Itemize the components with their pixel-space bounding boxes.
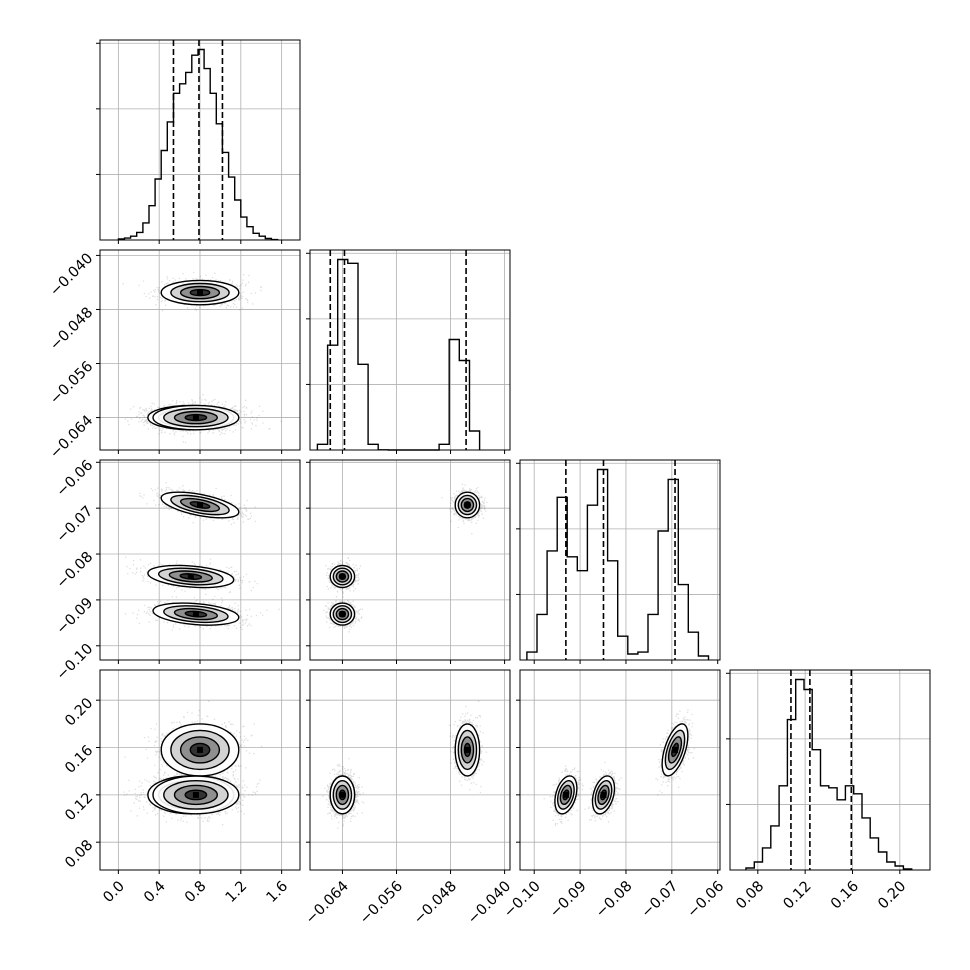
x-tick-label: 0.4 [141,878,169,906]
x-tick-label: 0.08 [733,878,767,912]
hist-panel-frame [99,39,301,241]
density-peak [562,791,569,798]
density-peak [192,791,199,798]
scatter-panel-3-1 [306,669,511,874]
scatter-panel-2-0 [96,459,301,664]
x-tick-label: −0.08 [593,878,636,921]
hist-step-line [316,258,481,451]
scatter-panel-frame [99,249,301,451]
scatter-panel-frame [309,459,511,661]
scatter-panel-3-0 [96,669,301,874]
hist-panel-frame [309,249,511,451]
panel-content [310,670,510,870]
x-tick-label: −0.048 [411,878,460,927]
x-tick-label: 0.8 [182,878,210,906]
density-peak [672,746,678,753]
density-peak [187,573,194,580]
scatter-panel-2-1 [306,459,511,664]
y-tick-label: −0.10 [54,641,97,684]
hist-panel-frame [729,669,931,871]
panel-content [520,670,720,870]
y-tick-label: −0.06 [54,457,97,500]
y-tick-label: −0.07 [54,503,97,546]
y-tick-label: −0.08 [54,549,97,592]
x-tick-label: −0.056 [357,878,406,927]
hist-step-line [117,48,279,241]
tick-labels: 0.0 0.4 0.8 1.2 1.6 −0.064 −0.056 −0.048 −0.040−… [47,250,909,927]
y-tick-label: −0.048 [47,305,96,354]
hist-panel-frame [519,459,721,661]
scatter-panel-1-0 [96,249,301,454]
y-tick-label: 0.08 [62,837,96,871]
density-peak [339,573,346,580]
panel-content [100,670,300,870]
x-tick-label: 1.6 [264,878,292,906]
y-tick-label: 0.12 [62,790,96,824]
y-tick-label: −0.040 [47,250,96,299]
x-tick-label: −0.07 [639,878,682,921]
y-tick-label: −0.056 [47,359,96,408]
hist-panel-3 [726,669,931,874]
hist-panel-2 [516,459,721,664]
corner-plot-root: 0.0 0.4 0.8 1.2 1.6 −0.064 −0.056 −0.048 −0.040−… [47,39,931,928]
density-peak [464,502,471,508]
x-tick-label: 0.0 [100,878,128,906]
scatter-panel-3-2 [516,669,721,874]
panel-content [100,250,300,450]
density-peak [197,746,203,753]
scatter-panel-frame [309,669,511,871]
hist-panel-1 [306,249,511,454]
density-peak [339,791,346,798]
x-tick-label: 0.20 [875,878,909,912]
scatter-panel-frame [519,669,721,871]
density-peak [192,611,199,618]
hist-panel-0 [96,39,301,244]
density-peak [197,502,203,508]
x-tick-label: 1.2 [223,878,251,906]
scatter-panel-frame [99,459,301,661]
x-tick-label: −0.064 [303,878,352,927]
density-peak [600,791,607,798]
density-peak [197,289,203,296]
panel-content [310,460,510,660]
hist-step-line [745,678,913,870]
y-tick-label: 0.16 [62,743,96,777]
y-tick-label: 0.20 [62,695,96,729]
x-tick-label: −0.06 [685,878,728,921]
density-peak [339,611,346,618]
x-tick-label: −0.09 [547,878,590,921]
hist-step-line [526,468,710,660]
x-tick-label: 0.16 [828,878,862,912]
scatter-panel-frame [99,669,301,871]
density-peak [464,746,471,753]
panel-content [100,460,300,660]
density-peak [192,414,199,421]
y-tick-label: −0.09 [54,595,97,638]
y-tick-label: −0.064 [47,413,96,462]
x-tick-label: 0.12 [781,878,815,912]
